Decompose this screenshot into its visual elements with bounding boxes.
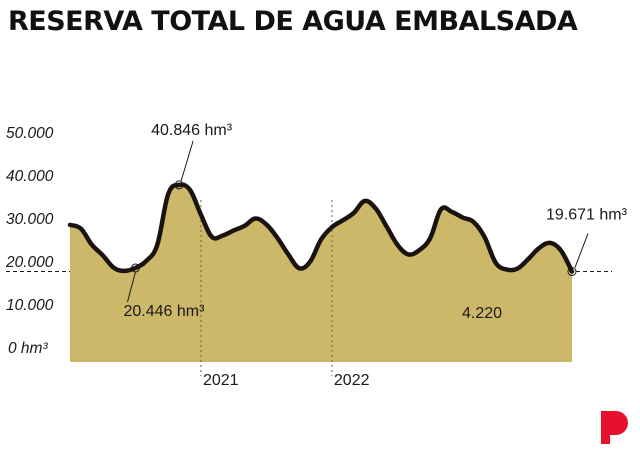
y-tick-10000: 10.000 [6, 297, 54, 314]
area-fill [70, 184, 572, 362]
y-tick-30000: 30.000 [6, 211, 54, 228]
x-tick-2021: 2021 [203, 372, 239, 389]
series-line [67, 182, 575, 274]
y-axis-ticks: 50.000 40.000 30.000 20.000 10.000 0 hm³ [5, 125, 54, 357]
y-tick-40000: 40.000 [6, 168, 54, 185]
annotation-max: 40.846 hm³ [151, 122, 233, 139]
y-tick-0: 0 hm³ [8, 340, 48, 357]
annotation-last: 19.671 hm³ [546, 207, 628, 224]
annotation-difference: 4.220 [462, 305, 502, 322]
leader-min [126, 271, 136, 303]
annotation-min: 20.446 hm³ [123, 303, 205, 320]
marker-max [174, 180, 184, 190]
chart-title: RESERVA TOTAL DE AGUA EMBALSADA [8, 6, 578, 37]
x-tick-2022: 2022 [334, 372, 370, 389]
leader-max [180, 140, 194, 182]
y-tick-20000: 20.000 [5, 254, 54, 271]
y-tick-50000: 50.000 [6, 125, 54, 142]
publisher-logo [601, 411, 628, 444]
marker-last [567, 267, 577, 277]
leader-last [574, 233, 589, 268]
